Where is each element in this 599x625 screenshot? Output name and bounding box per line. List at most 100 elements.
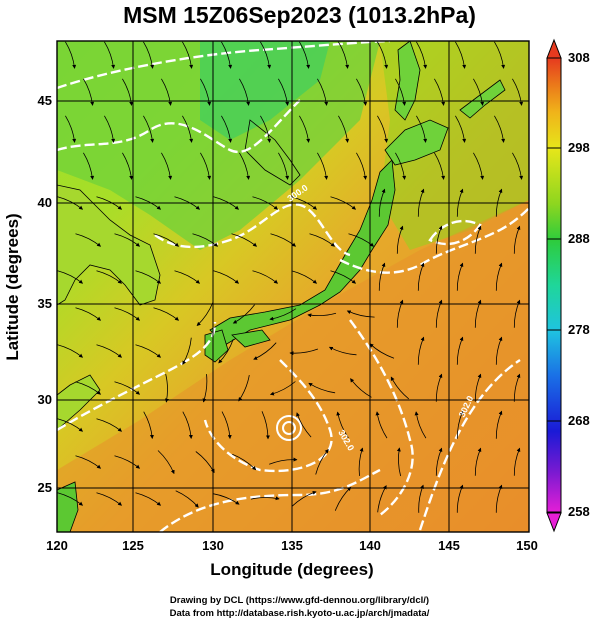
honshu-island (209, 159, 396, 346)
streamline (213, 196, 240, 210)
streamline (161, 152, 173, 180)
streamline (396, 299, 404, 328)
streamline (114, 307, 141, 321)
streamline (182, 41, 194, 69)
streamline (57, 492, 84, 506)
y-tick: 25 (38, 480, 52, 495)
streamline (456, 262, 464, 291)
x-tick: 145 (438, 538, 460, 553)
streamline (196, 302, 214, 327)
streamline (315, 448, 329, 475)
streamline (252, 196, 279, 210)
streamline (114, 381, 141, 395)
streamline (260, 41, 272, 69)
plot-field (57, 41, 529, 532)
streamline (96, 418, 123, 432)
streamline (291, 270, 318, 284)
x-tick: 150 (516, 538, 538, 553)
x-tick: 120 (46, 538, 68, 553)
streamline (75, 307, 102, 321)
streamline (261, 411, 270, 440)
credits: Drawing by DCL (https://www.gfd-dennou.o… (0, 594, 599, 620)
streamline (416, 41, 428, 69)
streamline (494, 41, 506, 69)
streamline (377, 41, 389, 69)
streamline (356, 152, 368, 180)
streamline (434, 152, 446, 180)
kuril-islands (459, 79, 506, 119)
kyushu-island (204, 329, 229, 363)
streamline (135, 492, 162, 506)
streamline (232, 304, 255, 324)
streamline (456, 336, 464, 365)
streamline (231, 233, 258, 247)
x-axis-label: Longitude (degrees) (210, 560, 373, 579)
streamline (512, 78, 524, 106)
streamline (369, 343, 395, 359)
streamline (435, 447, 443, 476)
streamline (291, 490, 317, 507)
streamline (495, 336, 503, 365)
streamline (174, 270, 201, 284)
streamline (330, 270, 357, 284)
streamline (416, 115, 428, 143)
streamline (270, 233, 297, 247)
streamline (174, 196, 201, 210)
streamline (96, 270, 123, 284)
streamline (221, 41, 233, 69)
streamline (334, 486, 352, 511)
streamline (495, 410, 503, 439)
streamline (114, 455, 141, 469)
streamline (395, 152, 407, 180)
streamline (239, 152, 251, 180)
streamline (75, 233, 102, 247)
streamline (260, 115, 272, 143)
streamline (157, 450, 175, 475)
streamline (135, 270, 162, 284)
streamline (473, 152, 485, 180)
colorbar: 258 268 278 288 298 308 (546, 38, 590, 533)
streamline (296, 412, 312, 438)
streamline (396, 447, 401, 477)
streamline (153, 233, 180, 247)
streamline (336, 411, 349, 439)
streamline (200, 152, 212, 180)
colorbar-tick: 308 (568, 50, 590, 65)
colorbar-max-arrow (546, 38, 562, 59)
streamline (346, 310, 375, 318)
streamline (330, 196, 357, 210)
y-tick: 40 (38, 195, 52, 210)
streamline (65, 41, 77, 69)
streamline (135, 344, 162, 358)
streamline (252, 270, 279, 284)
streamline (212, 493, 240, 505)
streamline (456, 410, 464, 439)
streamline (238, 375, 250, 402)
x-tick: 140 (359, 538, 381, 553)
streamline (232, 453, 257, 471)
streamline (299, 41, 311, 69)
isotherm-contours (57, 41, 529, 532)
streamline (269, 457, 298, 465)
streamline (57, 270, 84, 284)
streamline (435, 299, 443, 328)
streamline (221, 411, 232, 440)
colorbar-tick: 258 (568, 504, 590, 519)
streamline (57, 344, 84, 358)
streamline (278, 152, 290, 180)
credit-drawing: Drawing by DCL (https://www.gfd-dennou.o… (169, 595, 430, 606)
streamline (455, 115, 467, 143)
streamline (495, 262, 503, 291)
streamline (239, 78, 251, 106)
y-axis-label: Latitude (degrees) (3, 213, 22, 360)
streamline (153, 307, 180, 321)
streamline (182, 411, 193, 439)
x-tick: 130 (202, 538, 224, 553)
chart-title: MSM 15Z06Sep2023 (1013.2hPa) (123, 2, 476, 28)
streamline (356, 78, 368, 106)
streamline (513, 299, 521, 328)
streamline (317, 152, 329, 180)
streamline (291, 196, 318, 210)
streamline (143, 411, 154, 439)
